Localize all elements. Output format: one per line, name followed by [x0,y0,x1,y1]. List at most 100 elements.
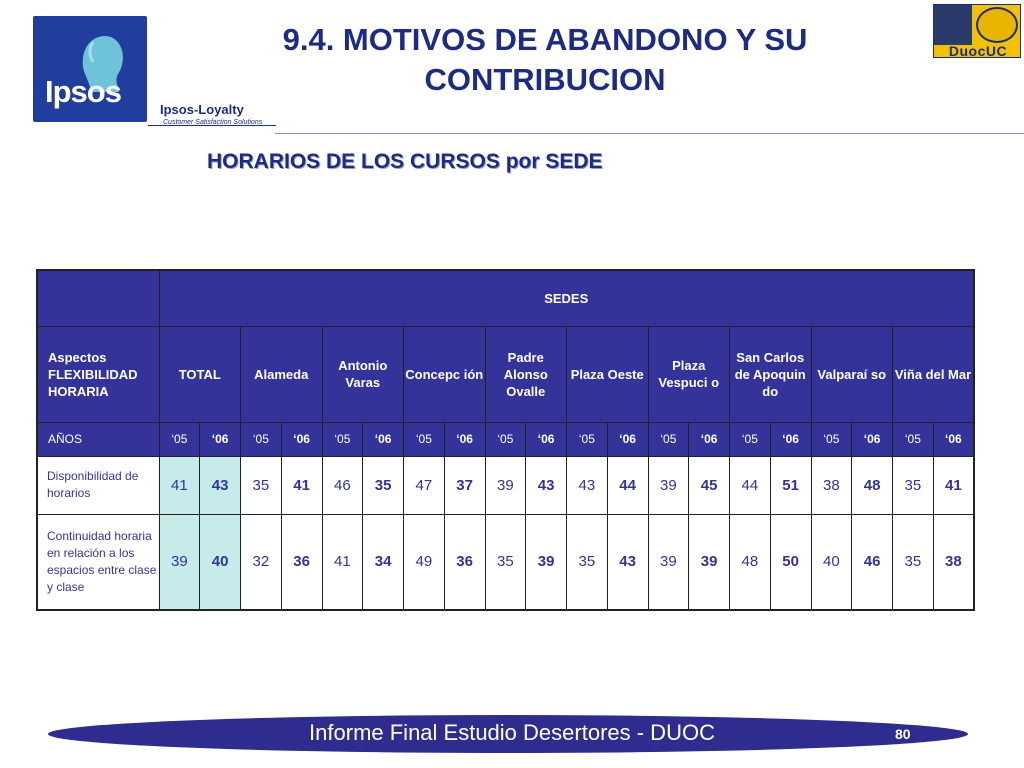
header-divider [275,133,1024,134]
data-cell: 46 [321,455,364,515]
data-cell: 41 [321,513,364,611]
loyalty-text: Ipsos-Loyalty [160,102,244,117]
title-line-2: CONTRIBUCION [424,62,666,97]
loyalty-subtext: Customer Satisfaction Solutions [163,119,263,126]
year-cell: ‘05 [810,421,853,457]
year-cell: ‘05 [892,421,934,457]
footer-text: Informe Final Estudio Desertores - DUOC [309,720,715,745]
data-cell: 41 [932,455,975,515]
data-cell: 37 [443,455,486,515]
column-header: Viña del Mar [892,325,975,423]
data-cell: 39 [484,455,527,515]
aspect-header: Aspectos FLEXIBILIDAD HORARIA [36,325,160,423]
data-cell: 51 [769,455,812,515]
year-cell: ‘05 [484,421,527,457]
data-cell: 43 [606,513,649,611]
year-cell: ‘06 [769,421,812,457]
title-line-1: 9.4. MOTIVOS DE ABANDONO Y SU [282,22,808,57]
section-subtitle: HORARIOS DE LOS CURSOS por SEDE [207,150,603,173]
duoc-seal-icon [976,7,1018,43]
data-cell: 46 [851,513,893,611]
loyalty-divider [148,125,276,126]
row-label: Disponibilidad de horarios [36,455,160,515]
results-table: SEDES Aspectos FLEXIBILIDAD HORARIA TOTA… [36,269,975,611]
data-cell: 48 [851,455,893,515]
column-header: Valparaí so [810,325,893,423]
data-cell: 35 [566,513,608,611]
column-header: Plaza Vespuci o [647,325,730,423]
profile-head-icon [82,36,123,92]
data-cell: 40 [199,513,241,611]
table-row: Continuidad horaria en relación a los es… [36,513,975,611]
data-cell: 35 [892,513,934,611]
footer-banner [48,715,968,753]
page-number: 80 [895,726,911,742]
corner-cell [36,269,160,327]
data-cell: 48 [729,513,771,611]
column-header: Padre Alonso Ovalle [484,325,567,423]
columns-header-row: Aspectos FLEXIBILIDAD HORARIA TOTAL Alam… [36,325,975,423]
column-header: Antonio Varas [321,325,404,423]
year-cell: ‘05 [158,421,201,457]
data-cell: 44 [729,455,771,515]
years-row: AÑOS ‘05 ‘06 ‘05 ‘06 ‘05 ‘06 ‘05 ‘06 ‘05 ‘06 … [36,421,975,457]
data-cell: 34 [362,513,404,611]
column-header: San Carlos de Apoquin do [729,325,812,423]
data-cell: 36 [443,513,486,611]
data-cell: 50 [769,513,812,611]
data-cell: 36 [280,513,323,611]
year-cell: ‘06 [606,421,649,457]
row-label: Continuidad horaria en relación a los es… [36,513,160,611]
year-cell: ‘05 [729,421,771,457]
year-cell: ‘06 [199,421,241,457]
year-cell: ‘05 [566,421,608,457]
sedes-header-row: SEDES [36,269,975,327]
data-cell: 38 [810,455,853,515]
year-cell: ‘05 [240,421,282,457]
column-header: TOTAL [158,325,241,423]
column-header: Plaza Oeste [566,325,649,423]
data-cell: 35 [240,455,282,515]
data-cell: 39 [688,513,730,611]
column-header: Concepc ión [403,325,486,423]
ipsos-logo: Ipsos [33,16,147,122]
duoc-crest-icon [934,5,972,45]
data-cell: 45 [688,455,730,515]
duoc-logo-text: DuocUC [948,43,1008,59]
year-cell: ‘06 [932,421,975,457]
data-cell: 35 [362,455,404,515]
year-cell: ‘05 [647,421,690,457]
table-row: Disponibilidad de horarios 41 43 35 41 4… [36,455,975,515]
data-cell: 43 [525,455,567,515]
data-cell: 39 [647,455,690,515]
data-cell: 40 [810,513,853,611]
year-cell: ‘06 [362,421,404,457]
years-label: AÑOS [36,421,160,457]
data-cell: 35 [484,513,527,611]
data-cell: 39 [158,513,201,611]
data-cell: 43 [199,455,241,515]
year-cell: ‘06 [525,421,567,457]
column-header: Alameda [240,325,323,423]
data-cell: 32 [240,513,282,611]
sedes-header: SEDES [158,269,975,327]
data-cell: 39 [525,513,567,611]
data-cell: 43 [566,455,608,515]
data-cell: 41 [158,455,201,515]
year-cell: ‘05 [403,421,445,457]
year-cell: ‘06 [280,421,323,457]
data-cell: 38 [932,513,975,611]
year-cell: ‘06 [851,421,893,457]
data-cell: 44 [606,455,649,515]
year-cell: ‘05 [321,421,364,457]
data-cell: 49 [403,513,445,611]
ipsos-brand-text: Ipsos [45,74,122,109]
duoc-logo: DuocUC [933,4,1021,59]
data-cell: 35 [892,455,934,515]
year-cell: ‘06 [688,421,730,457]
data-cell: 41 [280,455,323,515]
year-cell: ‘06 [443,421,486,457]
data-cell: 39 [647,513,690,611]
page-title: 9.4. MOTIVOS DE ABANDONO Y SU CONTRIBUCI… [170,20,920,100]
data-cell: 47 [403,455,445,515]
